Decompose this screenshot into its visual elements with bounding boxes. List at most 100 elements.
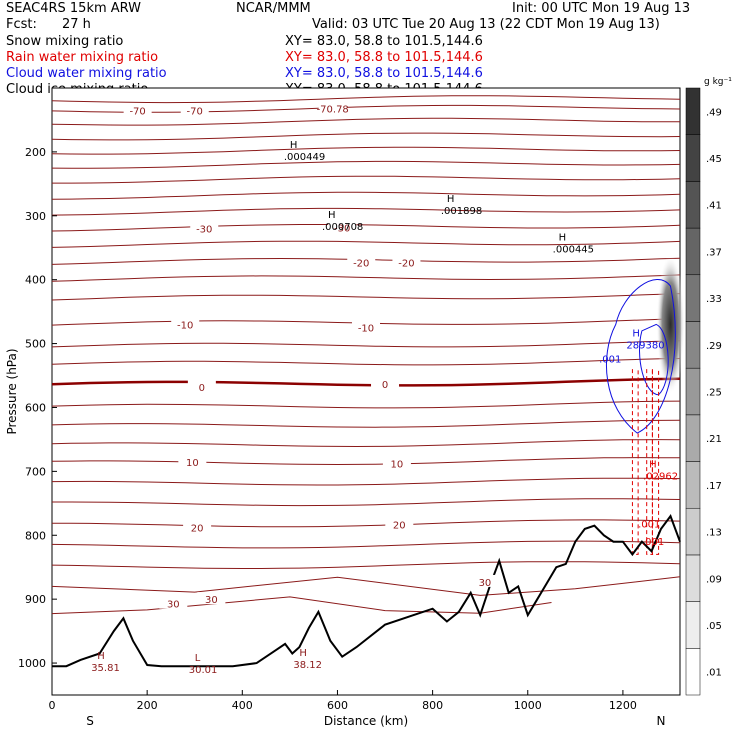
forecast-hours: 27 h bbox=[62, 17, 91, 32]
extremum-marker: H bbox=[559, 233, 567, 244]
contour-label: -10 bbox=[177, 320, 193, 331]
isotherm-line bbox=[52, 498, 681, 507]
isotherm-line bbox=[51, 477, 681, 486]
colorbar-segment bbox=[685, 321, 701, 369]
colorbar-segment bbox=[685, 461, 701, 509]
isotherm-line bbox=[51, 117, 680, 126]
extremum-value: 30.01 bbox=[189, 665, 218, 676]
colorbar-unit: g kg⁻¹ bbox=[704, 77, 732, 87]
contour-value-label: .001 bbox=[642, 537, 664, 548]
extremum-marker: H bbox=[447, 194, 455, 205]
contour-label: 10 bbox=[186, 458, 199, 469]
contour-label-bg bbox=[347, 255, 376, 268]
isotherm-line bbox=[51, 439, 681, 448]
colorbar-segment bbox=[685, 554, 701, 602]
extremum-value: .000708 bbox=[322, 222, 363, 233]
y-tick-label: 800 bbox=[25, 529, 46, 542]
valid-time: Valid: 03 UTC Tue 20 Aug 13 (22 CDT Mon … bbox=[312, 17, 660, 32]
contour-label-bg bbox=[159, 596, 188, 609]
x-tick-label: 1000 bbox=[514, 699, 542, 712]
colorbar-label: .25 bbox=[706, 388, 722, 399]
contour-label: 20 bbox=[393, 520, 406, 531]
rain-water-contour bbox=[651, 369, 660, 555]
y-tick-label: 600 bbox=[25, 401, 46, 414]
contour-label: -30 bbox=[196, 225, 212, 236]
x-tick-label: 1200 bbox=[609, 699, 637, 712]
extremum-marker: H bbox=[97, 651, 105, 662]
y-axis-label: Pressure (hPa) bbox=[5, 348, 19, 434]
colorbar-segment bbox=[685, 274, 701, 322]
colorbar-label: .45 bbox=[706, 154, 722, 165]
isotherm-line bbox=[51, 457, 681, 466]
contour-label-bg bbox=[382, 456, 411, 469]
y-tick-label: 200 bbox=[25, 146, 46, 159]
contour-label-bg bbox=[371, 376, 400, 389]
extremum-value: 35.81 bbox=[91, 663, 120, 674]
model-name: SEAC4RS 15km ARW bbox=[6, 1, 142, 16]
isotherm-line bbox=[51, 191, 681, 200]
isotherm-line bbox=[51, 377, 681, 387]
forecast-label: Fcst: bbox=[6, 17, 37, 32]
isotherm-line bbox=[51, 224, 681, 232]
colorbar-segment bbox=[685, 648, 701, 696]
contour-label: 30 bbox=[205, 595, 218, 606]
isotherm-line bbox=[51, 132, 681, 141]
isotherm-line bbox=[51, 400, 681, 409]
colorbar-label: .33 bbox=[706, 294, 722, 305]
x-tick-label: 600 bbox=[327, 699, 348, 712]
y-tick-label: 500 bbox=[25, 338, 46, 351]
x-tick-label: 200 bbox=[137, 699, 158, 712]
isotherm-line bbox=[51, 274, 681, 282]
extremum-value: 289380 bbox=[626, 340, 664, 351]
contour-label-bg bbox=[171, 317, 200, 330]
plot-frame bbox=[51, 87, 681, 696]
isotherm-line bbox=[51, 519, 681, 528]
colorbar-segment bbox=[685, 601, 701, 649]
contour-label-bg bbox=[187, 380, 216, 393]
contour-label: 0 bbox=[382, 380, 388, 391]
contour-label: 30 bbox=[167, 600, 180, 611]
extremum-marker: H bbox=[299, 648, 307, 659]
isotherm-line bbox=[51, 160, 681, 169]
contour-label: -20 bbox=[353, 258, 369, 269]
isotherm-line bbox=[51, 576, 681, 596]
colorbar-segment bbox=[685, 181, 701, 229]
contour-label: -70 bbox=[187, 106, 203, 117]
field-label-snow: Snow mixing ratio bbox=[6, 34, 124, 49]
colorbar-label: .17 bbox=[706, 481, 722, 492]
extremum-marker: L bbox=[195, 653, 201, 664]
y-tick-label: 400 bbox=[25, 274, 46, 287]
north-label: N bbox=[656, 714, 665, 728]
contour-label-bg bbox=[352, 320, 380, 333]
extremum-marker: H bbox=[649, 459, 657, 470]
contour-label-bg bbox=[318, 101, 347, 114]
init-time: Init: 00 UTC Mon 19 Aug 13 bbox=[512, 1, 691, 16]
y-tick-label: 1000 bbox=[18, 657, 46, 670]
south-label: S bbox=[86, 714, 94, 728]
field-label-cloud-water: Cloud water mixing ratio bbox=[6, 66, 167, 81]
isotherm-line bbox=[51, 207, 681, 216]
extremum-marker: H bbox=[328, 210, 336, 221]
isotherm-line bbox=[51, 104, 681, 113]
contour-label: 30 bbox=[479, 578, 492, 589]
colorbar-label: .41 bbox=[706, 201, 722, 212]
isotherm-line bbox=[51, 340, 681, 348]
center-name: NCAR/MMM bbox=[236, 1, 311, 16]
contour-label: -10 bbox=[358, 324, 374, 335]
field-xy-snow: XY= 83.0, 58.8 to 101.5,144.6 bbox=[285, 34, 483, 49]
contour-label: -20 bbox=[398, 258, 414, 269]
contour-label-bg bbox=[385, 517, 414, 530]
extremum-value: .000449 bbox=[284, 152, 325, 163]
isotherm-line bbox=[51, 146, 681, 155]
colorbar-label: .13 bbox=[706, 528, 722, 539]
field-label-rain: Rain water mixing ratio bbox=[6, 50, 159, 65]
colorbar-label: .29 bbox=[706, 341, 722, 352]
isotherm-line bbox=[51, 95, 681, 104]
contour-label: 20 bbox=[191, 524, 204, 535]
contour-label-bg bbox=[190, 221, 219, 234]
contour-label-bg bbox=[470, 574, 499, 587]
extremum-marker: H bbox=[290, 140, 298, 151]
colorbar-label: .01 bbox=[706, 668, 722, 679]
x-tick-label: 0 bbox=[49, 699, 56, 712]
